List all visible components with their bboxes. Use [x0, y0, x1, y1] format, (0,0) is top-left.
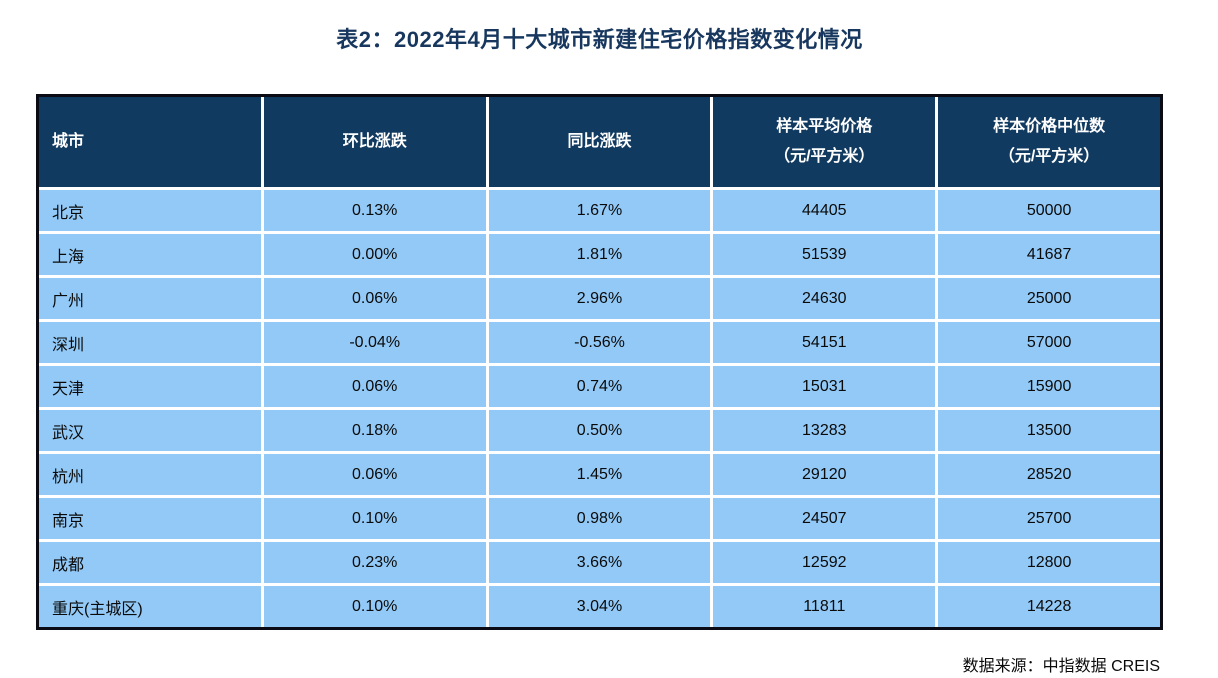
value-cell: 51539	[713, 234, 936, 275]
city-cell: 广州	[39, 278, 261, 319]
column-header: 同比涨跌	[488, 97, 711, 187]
value-cell: 24630	[713, 278, 936, 319]
value-cell: 0.50%	[488, 410, 711, 451]
value-cell: 1.45%	[488, 454, 711, 495]
city-cell: 成都	[39, 542, 261, 583]
value-cell: 0.10%	[263, 498, 486, 539]
value-cell: 0.74%	[488, 366, 711, 407]
city-cell: 北京	[39, 190, 261, 231]
value-cell: 25000	[938, 278, 1160, 319]
value-cell: 0.10%	[263, 586, 486, 627]
value-cell: 1.67%	[488, 190, 711, 231]
value-cell: 0.98%	[488, 498, 711, 539]
city-cell: 杭州	[39, 454, 261, 495]
city-cell: 深圳	[39, 322, 261, 363]
value-cell: 15900	[938, 366, 1160, 407]
value-cell: 11811	[713, 586, 936, 627]
value-cell: 24507	[713, 498, 936, 539]
value-cell: 3.66%	[488, 542, 711, 583]
city-cell: 上海	[39, 234, 261, 275]
column-header: 环比涨跌	[263, 97, 486, 187]
value-cell: 0.06%	[263, 278, 486, 319]
column-header: 城市	[39, 97, 261, 187]
value-cell: 0.00%	[263, 234, 486, 275]
table-grid: 城市 环比涨跌 同比涨跌 样本平均价格 （元/平方米） 样本价格中位数 （元/平方米） 北京 0…	[39, 97, 1160, 627]
value-cell: 12592	[713, 542, 936, 583]
value-cell: -0.56%	[488, 322, 711, 363]
value-cell: 57000	[938, 322, 1160, 363]
value-cell: -0.04%	[263, 322, 486, 363]
city-cell: 武汉	[39, 410, 261, 451]
column-header: 样本价格中位数 （元/平方米）	[938, 97, 1160, 187]
city-cell: 南京	[39, 498, 261, 539]
city-cell: 天津	[39, 366, 261, 407]
value-cell: 3.04%	[488, 586, 711, 627]
value-cell: 44405	[713, 190, 936, 231]
value-cell: 12800	[938, 542, 1160, 583]
value-cell: 1.81%	[488, 234, 711, 275]
data-source-note: 数据来源：中指数据 CREIS	[962, 658, 1160, 675]
value-cell: 54151	[713, 322, 936, 363]
value-cell: 29120	[713, 454, 936, 495]
table-title: 表2：2022年4月十大城市新建住宅价格指数变化情况	[336, 27, 863, 52]
value-cell: 13283	[713, 410, 936, 451]
report-page: 表2：2022年4月十大城市新建住宅价格指数变化情况 城市 环比涨跌 同比涨跌 样本平…	[0, 22, 1218, 678]
value-cell: 14228	[938, 586, 1160, 627]
price-index-table: 城市 环比涨跌 同比涨跌 样本平均价格 （元/平方米） 样本价格中位数 （元/平方米） 北京 0…	[36, 94, 1163, 630]
value-cell: 0.23%	[263, 542, 486, 583]
value-cell: 13500	[938, 410, 1160, 451]
value-cell: 50000	[938, 190, 1160, 231]
value-cell: 0.18%	[263, 410, 486, 451]
value-cell: 0.06%	[263, 366, 486, 407]
value-cell: 0.13%	[263, 190, 486, 231]
value-cell: 2.96%	[488, 278, 711, 319]
value-cell: 28520	[938, 454, 1160, 495]
value-cell: 15031	[713, 366, 936, 407]
city-cell: 重庆(主城区)	[39, 586, 261, 627]
value-cell: 41687	[938, 234, 1160, 275]
value-cell: 0.06%	[263, 454, 486, 495]
column-header: 样本平均价格 （元/平方米）	[713, 97, 936, 187]
value-cell: 25700	[938, 498, 1160, 539]
